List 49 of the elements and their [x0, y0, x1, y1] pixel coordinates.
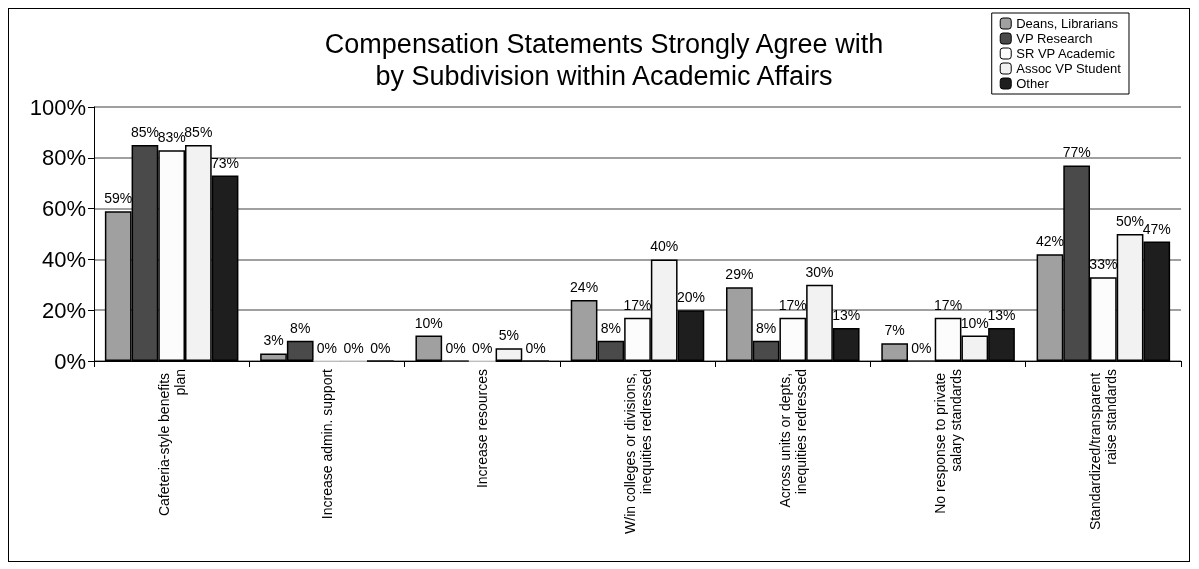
legend-label: Other [1016, 76, 1050, 91]
y-tick-label: 40% [41, 246, 86, 272]
data-label: 40% [650, 238, 679, 255]
data-label: 5% [498, 327, 520, 344]
x-tick-label: No response to private salary standards [932, 369, 965, 514]
y-tick-label: 100% [29, 94, 86, 120]
data-label: 13% [987, 306, 1016, 323]
x-tick-label: Increase admin. support [318, 368, 335, 520]
data-label: 59% [104, 190, 133, 207]
legend-label: Assoc VP Student [1016, 61, 1122, 76]
data-label: 0% [370, 339, 391, 356]
data-label: 50% [1116, 213, 1145, 229]
data-label: 0% [343, 339, 364, 356]
x-tick-label: Cafeteria-style benefits plan [155, 369, 188, 517]
data-label: 8% [600, 319, 621, 336]
y-tick-label: 60% [41, 196, 86, 222]
data-label: 33% [1089, 256, 1118, 273]
legend-label: SR VP Academic [1016, 46, 1116, 61]
x-tick-label: Increase resources [474, 369, 491, 489]
data-label: 3% [263, 332, 284, 349]
data-label: 0% [911, 339, 932, 356]
data-label: 0% [525, 339, 546, 356]
data-label: 0% [445, 339, 466, 356]
data-label: 0% [472, 339, 493, 356]
chart-title: Compensation Statements Strongly Agree with by Subdivision within Academic Affairs [324, 29, 884, 91]
data-label: 8% [290, 319, 311, 336]
y-tick-label: 80% [41, 145, 86, 171]
data-label: 13% [832, 306, 861, 323]
data-label: 0% [316, 339, 338, 356]
data-label: 24% [570, 279, 599, 296]
data-label: 10% [414, 314, 443, 331]
data-label: 29% [725, 266, 754, 283]
data-label: 30% [805, 263, 834, 280]
data-label: 77% [1062, 144, 1091, 161]
x-tick-label: Across units or depts, inequities redressed [776, 369, 809, 508]
y-tick-label: 20% [41, 297, 86, 323]
data-label: 17% [623, 296, 652, 313]
y-tick-label: 0% [54, 348, 86, 374]
legend-label: Deans, Librarians [1016, 16, 1119, 31]
x-tick-label: Standardized/transparent raise standards [1087, 369, 1120, 531]
data-label: 8% [755, 319, 777, 336]
x-tick-label: W/in colleges or divisions, inequities redressed [621, 369, 654, 534]
data-label: 85% [130, 124, 159, 141]
data-label: 83% [157, 129, 186, 146]
data-label: 7% [884, 322, 905, 339]
data-label: 17% [934, 296, 963, 313]
data-label: 85% [184, 124, 213, 141]
legend-label: VP Research [1016, 31, 1093, 46]
data-label: 10% [960, 314, 989, 331]
